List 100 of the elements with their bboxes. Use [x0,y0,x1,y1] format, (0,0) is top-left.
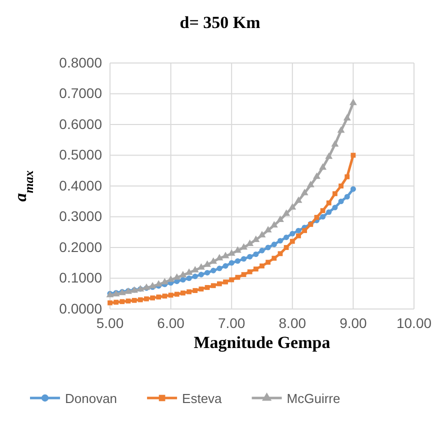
point [284,245,289,250]
point [247,269,252,274]
point [338,198,344,204]
point [252,236,260,242]
legend-label: Donovan [65,391,118,406]
y-tick-label: 0.4000 [59,177,102,194]
x-tick-label: 8.00 [278,314,306,331]
point [210,283,216,288]
point [174,292,180,297]
point [288,203,296,210]
point [302,228,308,234]
point [278,251,283,256]
point [300,188,308,196]
point [306,180,314,188]
point [296,228,302,234]
point [271,242,277,248]
point [332,191,338,196]
point [186,275,192,282]
point [204,270,210,276]
point [331,140,339,147]
point [108,300,112,306]
point [223,279,228,284]
point [210,268,216,274]
x-tick-label: 5.00 [96,314,124,331]
y-tick-label: 0.6000 [59,116,102,132]
point [282,209,290,216]
point [290,230,296,236]
point [284,234,290,240]
y-tick-label: 0.1000 [59,270,102,286]
point [192,288,198,293]
point [138,297,143,302]
point [198,272,204,278]
point [270,221,278,228]
point [148,282,156,288]
point [235,274,240,280]
point [161,278,168,284]
y-tick-label: 0.5000 [59,146,102,163]
point [126,298,131,304]
y-tick-label: 0.0000 [59,300,102,316]
point [265,244,271,250]
point [162,294,168,299]
point [258,230,266,238]
legend-label: McGuirre [286,391,340,406]
point [216,254,224,260]
y-tick-label: 0.3000 [59,208,102,224]
point [349,98,357,106]
point [247,254,253,260]
point [320,214,326,220]
point [272,256,277,261]
point [240,243,248,250]
point [326,209,332,215]
point [325,152,333,159]
point [150,295,156,300]
point [114,300,119,305]
point [260,264,264,268]
point [180,290,186,296]
point [294,196,302,203]
point [241,272,246,278]
legend-label: Esteva [182,391,223,406]
point [266,260,271,265]
x-tick-label: 10.00 [396,314,432,331]
point [319,163,327,170]
point [180,277,186,283]
point [246,240,254,246]
point [253,266,258,272]
point [296,233,301,238]
point [344,174,350,180]
point [344,194,350,200]
point [343,114,351,120]
point [216,281,222,286]
point [198,286,204,292]
point [320,208,326,214]
point [216,266,222,272]
point [338,184,344,188]
point [277,238,284,244]
point [264,226,272,232]
point [186,289,192,294]
point [229,277,234,282]
y-tick-label: 0.8000 [59,54,102,70]
x-axis-title: Magnitude Gempa [194,333,331,352]
chart-title: d= 350 Km [180,13,260,32]
point [156,294,162,300]
point [120,299,125,304]
point [234,258,240,264]
point [204,285,210,290]
point [276,216,284,222]
point [313,172,320,179]
point [337,126,345,133]
point [332,204,338,210]
point [326,200,332,206]
x-tick-label: 6.00 [157,314,185,331]
point [290,238,295,244]
point [314,214,320,220]
point [228,260,234,266]
x-tick-label: 7.00 [218,314,246,331]
point [168,292,174,298]
point [240,256,247,262]
point [350,186,356,192]
point [222,263,228,269]
y-tick-label: 0.7000 [59,85,102,102]
